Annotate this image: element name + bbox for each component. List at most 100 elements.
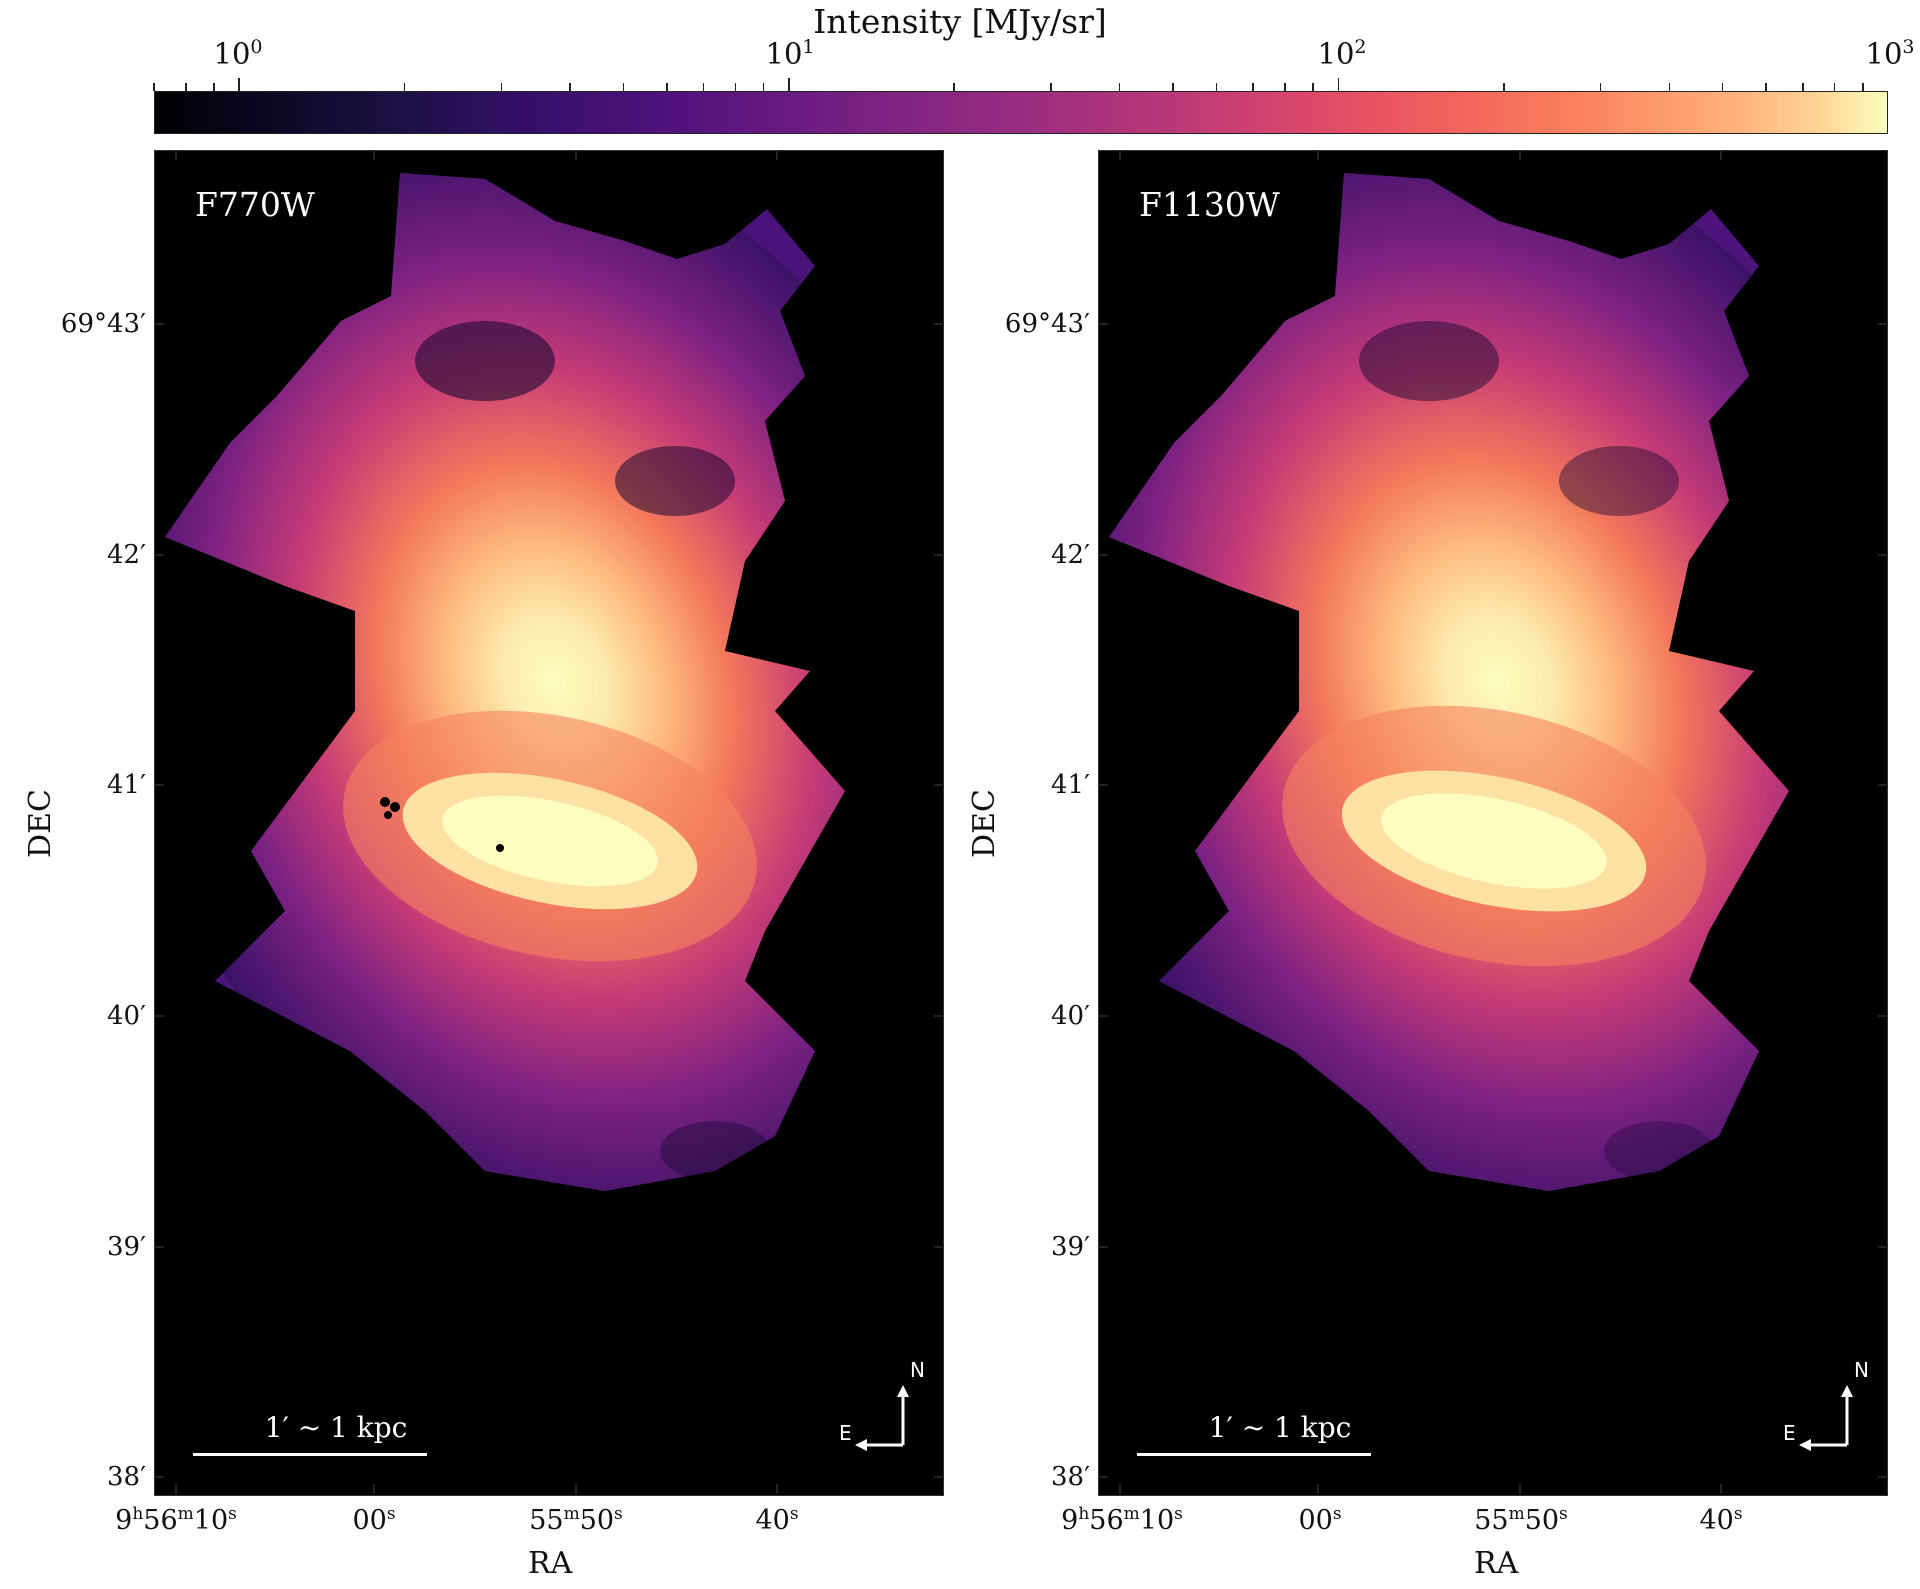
colorbar-tick-1e0: 100	[213, 36, 263, 71]
dec-tick-mark	[154, 1476, 164, 1478]
dec-tick-mark	[1878, 1476, 1888, 1478]
dec-tick-label: 40′	[1051, 1001, 1090, 1031]
dec-tick-label: 69°43′	[1004, 309, 1090, 339]
dec-tick-mark	[1878, 1246, 1888, 1248]
image-panel-f770w: F770W 1′ ∼ 1 kpc N E	[154, 150, 944, 1496]
image-panel-f1130w: F1130W 1′ ∼ 1 kpc N E	[1098, 150, 1888, 1496]
ra-tick-mark	[373, 1484, 375, 1494]
colorbar-minor-tick	[1765, 83, 1767, 91]
scale-bar-label: 1′ ∼ 1 kpc	[1208, 1411, 1352, 1444]
dec-tick-label: 42′	[107, 540, 146, 570]
dec-tick-mark	[1878, 1015, 1888, 1017]
colorbar-minor-tick	[153, 83, 155, 91]
colorbar-minor-tick	[1118, 83, 1121, 91]
dec-tick-mark	[1098, 1246, 1108, 1248]
ra-tick-mark	[373, 150, 375, 160]
compass-east-label: E	[839, 1421, 852, 1445]
colorbar-minor-tick	[702, 83, 705, 91]
colorbar-tick-1e3: 103	[1865, 36, 1915, 71]
compass-arrows	[1799, 1385, 1853, 1451]
ra-tick-label: 00s	[352, 1504, 396, 1536]
colorbar-minor-tick	[622, 83, 625, 91]
ra-tick-mark	[575, 150, 577, 160]
dec-tick-mark	[154, 784, 164, 786]
dec-tick-mark	[1878, 554, 1888, 556]
colorbar-minor-tick	[1802, 83, 1804, 91]
ra-axis-title: RA	[528, 1546, 573, 1581]
colorbar-major-tick	[238, 78, 240, 91]
scale-bar	[193, 1453, 427, 1456]
dec-tick-mark	[1878, 784, 1888, 786]
ra-tick-label: 55m50s	[1474, 1504, 1568, 1536]
dec-tick-label: 41′	[107, 770, 146, 800]
colorbar-minor-tick	[666, 83, 668, 91]
colorbar-minor-tick	[1668, 83, 1671, 91]
ra-tick-label: 40s	[1699, 1504, 1743, 1536]
dec-tick-mark	[934, 554, 944, 556]
dec-tick-mark	[1098, 554, 1108, 556]
ra-tick-mark	[175, 150, 177, 160]
dec-axis-title: DEC	[966, 789, 1002, 858]
dec-tick-mark	[154, 1015, 164, 1017]
colorbar-tick-1e1: 101	[765, 36, 815, 71]
dec-tick-mark	[1098, 784, 1108, 786]
filter-label: F1130W	[1139, 185, 1280, 224]
ra-tick-mark	[1317, 150, 1319, 160]
colorbar-minor-tick	[1215, 83, 1218, 91]
colorbar-minor-tick	[1284, 83, 1286, 91]
ra-tick-label: 40s	[755, 1504, 799, 1536]
dec-axis-title: DEC	[22, 789, 58, 858]
ra-tick-label: 55m50s	[529, 1504, 623, 1536]
galaxy-image-f770w	[165, 173, 845, 1191]
colorbar-minor-tick	[213, 83, 215, 91]
dec-tick-mark	[1098, 1015, 1108, 1017]
ra-tick-mark	[776, 1484, 778, 1494]
ra-tick-mark	[776, 150, 778, 160]
colorbar-minor-tick	[1833, 83, 1836, 91]
dec-tick-mark	[934, 1015, 944, 1017]
dec-tick-label: 38′	[107, 1462, 146, 1492]
colorbar-label: Intensity [MJy/sr]	[813, 2, 1107, 41]
ra-tick-mark	[1119, 1484, 1121, 1494]
colorbar-minor-tick	[1721, 83, 1724, 91]
colorbar-minor-tick	[1503, 83, 1505, 91]
ra-tick-mark	[1519, 150, 1521, 160]
dec-tick-mark	[934, 1246, 944, 1248]
compass-north-label: N	[910, 1358, 925, 1382]
colorbar-minor-tick	[1599, 83, 1602, 91]
colorbar-minor-tick	[762, 83, 765, 91]
ra-tick-mark	[575, 1484, 577, 1494]
dec-tick-mark	[1878, 323, 1888, 325]
colorbar-minor-tick	[1252, 83, 1254, 91]
dec-tick-label: 39′	[1051, 1232, 1090, 1262]
galaxy-image-f1130w	[1109, 173, 1789, 1191]
dec-tick-mark	[154, 1246, 164, 1248]
colorbar	[154, 91, 1888, 134]
colorbar-major-tick	[788, 78, 790, 91]
dec-tick-mark	[934, 1476, 944, 1478]
compass-east-label: E	[1783, 1421, 1796, 1445]
scale-bar	[1137, 1453, 1371, 1456]
dec-tick-mark	[1098, 1476, 1108, 1478]
filter-label: F770W	[195, 185, 315, 224]
colorbar-minor-tick	[185, 83, 187, 91]
colorbar-minor-tick	[500, 83, 503, 91]
ra-tick-mark	[1720, 1484, 1722, 1494]
ra-tick-mark	[1119, 150, 1121, 160]
colorbar-minor-tick	[1312, 83, 1314, 91]
colorbar-minor-tick	[1172, 83, 1174, 91]
ra-tick-label: 00s	[1298, 1504, 1342, 1536]
dec-tick-label: 40′	[107, 1001, 146, 1031]
compass-arrows	[855, 1385, 909, 1451]
ra-tick-mark	[1317, 1484, 1319, 1494]
colorbar-tick-1e2: 102	[1317, 36, 1367, 71]
compass-north-label: N	[1854, 1358, 1869, 1382]
dec-tick-label: 69°43′	[60, 309, 146, 339]
colorbar-minor-tick	[1050, 83, 1052, 91]
dec-tick-label: 39′	[107, 1232, 146, 1262]
dec-tick-label: 42′	[1051, 540, 1090, 570]
ra-tick-mark	[175, 1484, 177, 1494]
colorbar-minor-tick	[569, 83, 571, 91]
colorbar-minor-tick	[1862, 83, 1864, 91]
dec-tick-mark	[154, 554, 164, 556]
